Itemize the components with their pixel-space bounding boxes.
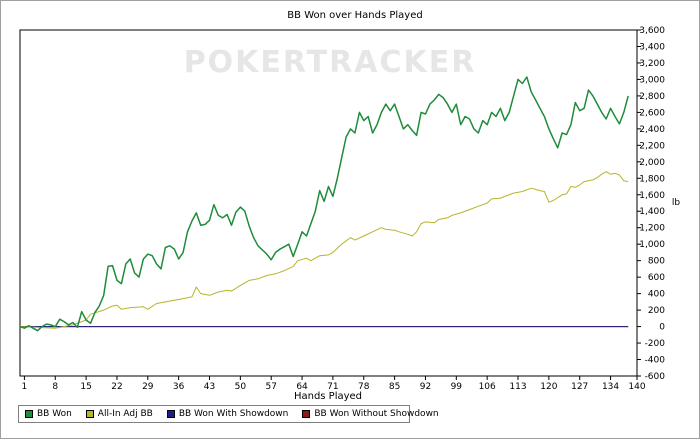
y-tick-label: 0 xyxy=(659,323,665,333)
x-tick-label: 36 xyxy=(173,382,185,392)
y-tick-label: 1,400 xyxy=(639,207,665,217)
x-tick-label: 113 xyxy=(509,382,526,392)
plot-border xyxy=(19,29,638,377)
legend-swatch xyxy=(166,410,175,418)
legend-swatch xyxy=(25,410,33,418)
x-tick-label: 99 xyxy=(451,382,463,392)
x-tick-label: 127 xyxy=(571,382,588,392)
pokertracker-watermark: POKERTRACKER xyxy=(184,45,477,80)
y-tick-label: 2,200 xyxy=(639,141,665,151)
legend-label: BB Won Without Showdown xyxy=(314,409,439,419)
legend-label: All-In Adj BB xyxy=(97,409,153,419)
legend-item: All-In Adj BB xyxy=(85,409,153,419)
y-tick-label: 3,400 xyxy=(639,42,665,52)
legend-item: BB Won Without Showdown xyxy=(302,409,439,419)
x-tick-label: 64 xyxy=(296,382,308,392)
x-tick-label: 50 xyxy=(235,382,247,392)
y-tick-label: 200 xyxy=(648,306,665,316)
y-tick-label: 3,000 xyxy=(639,75,665,85)
chart-title: BB Won over Hands Played xyxy=(287,10,422,21)
y-tick-label: 2,000 xyxy=(639,158,665,168)
x-tick-label: 29 xyxy=(142,382,154,392)
y-tick-label: 3,200 xyxy=(639,59,665,69)
y-tick-label: 1,800 xyxy=(639,174,665,184)
y-tick-label: -400 xyxy=(645,356,666,366)
y-tick-label: 3,600 xyxy=(639,26,665,36)
y-tick-label: 2,600 xyxy=(639,108,665,118)
y-tick-label: 1,200 xyxy=(639,224,665,234)
y-tick-label: 600 xyxy=(648,273,665,283)
legend-item: BB Won With Showdown xyxy=(166,409,289,419)
series-line-all-in-adj-bb xyxy=(19,171,629,329)
x-tick-label: 134 xyxy=(602,382,619,392)
chart-legend: BB Won All-In Adj BB BB Won With Showdown B… xyxy=(18,405,439,423)
y-tick-label: 800 xyxy=(648,257,665,267)
y-tick-label: -200 xyxy=(645,339,666,349)
legend-label: BB Won With Showdown xyxy=(178,409,289,419)
y-tick-label: 2,800 xyxy=(639,92,665,102)
legend-swatch xyxy=(302,410,311,418)
axes: 3,600 3,400 3,200 3,000 2,800 2,600 2,400 2,200… xyxy=(22,26,666,392)
x-tick-label: 57 xyxy=(265,382,276,392)
x-tick-label: 15 xyxy=(80,382,91,392)
y-tick-label: 2,400 xyxy=(639,125,665,135)
legend-item: BB Won xyxy=(25,409,72,419)
x-tick-label: 71 xyxy=(327,382,338,392)
series-layer xyxy=(19,76,629,332)
x-axis-label: Hands Played xyxy=(294,391,362,402)
x-tick-label: 92 xyxy=(420,382,431,392)
y-tick-label: 1,000 xyxy=(639,240,665,250)
y-tick-label: 1,600 xyxy=(639,191,665,201)
x-tick-label: 8 xyxy=(52,382,58,392)
x-tick-label: 120 xyxy=(540,382,557,392)
x-tick-label: 43 xyxy=(204,382,215,392)
x-tick-label: 140 xyxy=(628,382,645,392)
x-tick-label: 85 xyxy=(389,382,400,392)
legend-swatch xyxy=(85,410,94,418)
x-tick-label: 1 xyxy=(22,382,28,392)
plot-area xyxy=(19,29,638,377)
y-tick-label: -600 xyxy=(645,372,666,382)
y-axis-unit-label: lb xyxy=(672,198,681,208)
x-tick-label: 106 xyxy=(479,382,496,392)
x-tick-label: 78 xyxy=(358,382,370,392)
series-line-bb-won xyxy=(19,76,629,332)
x-tick-label: 22 xyxy=(111,382,122,392)
y-tick-label: 400 xyxy=(648,290,665,300)
legend-label: BB Won xyxy=(37,409,72,419)
